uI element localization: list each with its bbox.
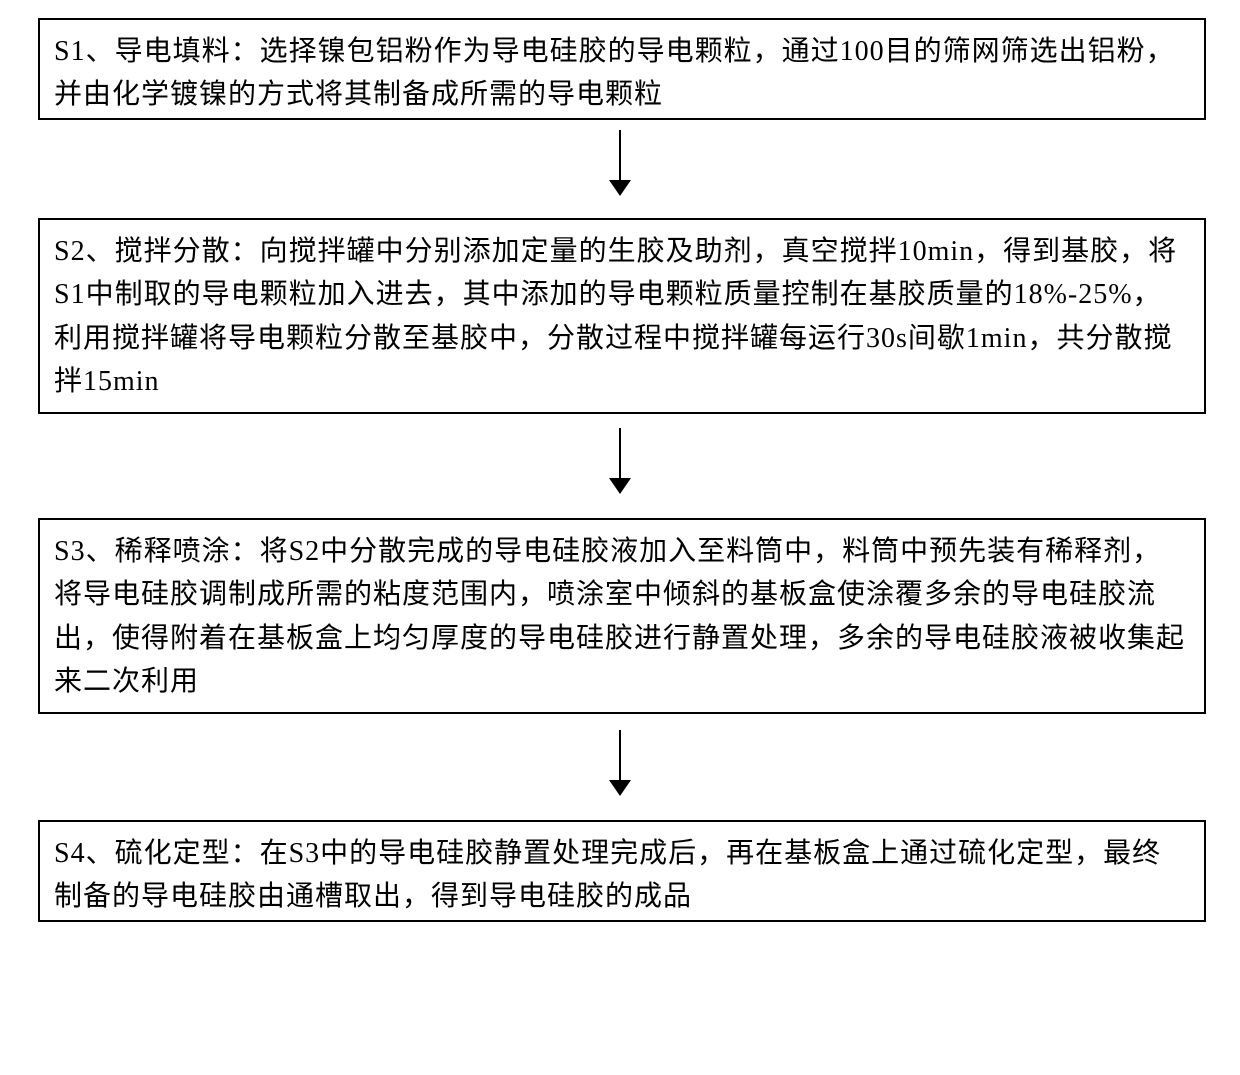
arrow-s2-to-s3 [0, 428, 1240, 499]
step-text-s1: S1、导电填料：选择镍包铝粉作为导电硅胶的导电颗粒，通过100目的筛网筛选出铝粉… [54, 36, 1175, 110]
arrow-s3-to-s4 [0, 730, 1240, 801]
arrow-s1-to-s2 [0, 130, 1240, 201]
flowchart-container: S1、导电填料：选择镍包铝粉作为导电硅胶的导电颗粒，通过100目的筛网筛选出铝粉… [0, 0, 1240, 1075]
step-text-s4: S4、硫化定型：在S3中的导电硅胶静置处理完成后，再在基板盒上通过硫化定型，最终… [54, 838, 1161, 912]
step-box-s2: S2、搅拌分散：向搅拌罐中分别添加定量的生胶及助剂，真空搅拌10min，得到基胶… [38, 218, 1206, 414]
step-box-s1: S1、导电填料：选择镍包铝粉作为导电硅胶的导电颗粒，通过100目的筛网筛选出铝粉… [38, 18, 1206, 120]
step-box-s3: S3、稀释喷涂：将S2中分散完成的导电硅胶液加入至料筒中，料筒中预先装有稀释剂，… [38, 518, 1206, 714]
step-text-s2: S2、搅拌分散：向搅拌罐中分别添加定量的生胶及助剂，真空搅拌10min，得到基胶… [54, 236, 1177, 397]
step-box-s4: S4、硫化定型：在S3中的导电硅胶静置处理完成后，再在基板盒上通过硫化定型，最终… [38, 820, 1206, 922]
step-text-s3: S3、稀释喷涂：将S2中分散完成的导电硅胶液加入至料筒中，料筒中预先装有稀释剂，… [54, 536, 1185, 697]
